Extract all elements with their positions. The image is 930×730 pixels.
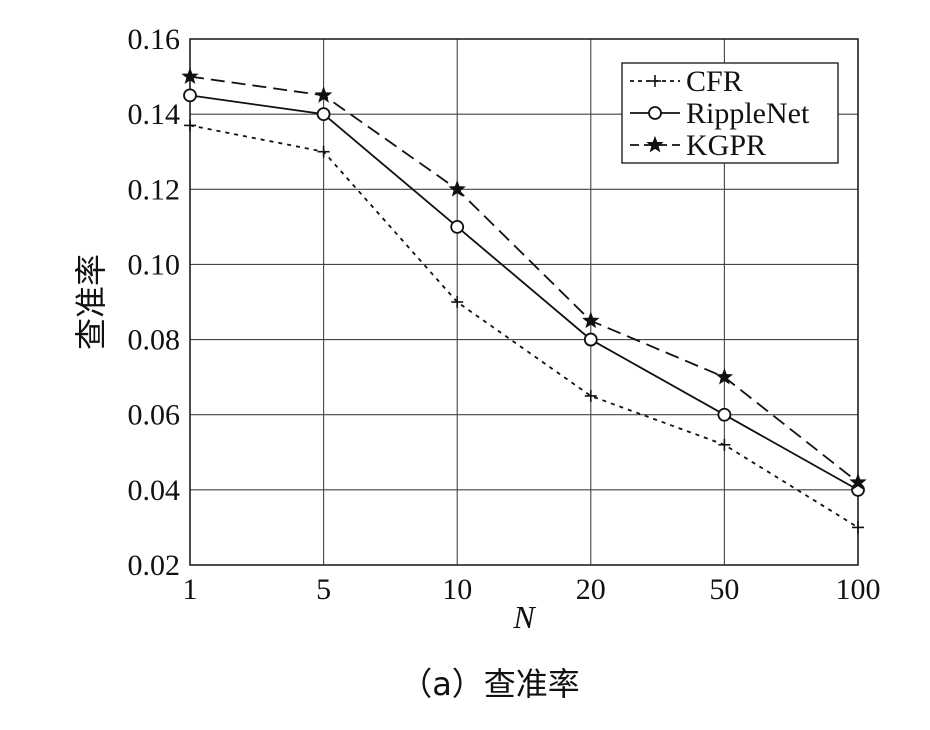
x-tick-label: 1 [183, 573, 198, 606]
series-line-kgpr [189, 75, 859, 484]
y-tick-label: 0.10 [128, 248, 181, 281]
series-cfr [184, 119, 864, 534]
plot-frame [189, 38, 859, 566]
data-point-star [448, 180, 466, 197]
data-point-plus [451, 296, 464, 308]
legend-item-ripplenet: RippleNet [630, 97, 810, 130]
y-tick-label: 0.06 [128, 399, 181, 432]
legend-label: KGPR [686, 129, 766, 162]
data-point-star [314, 86, 333, 103]
y-axis-ticks: 0.02 0.04 0.06 0.08 0.10 0.12 0.14 0.16 [128, 23, 181, 582]
data-point-star [849, 473, 867, 490]
series-ripplenet [183, 88, 865, 497]
y-axis-title: 查准率 [73, 254, 109, 350]
legend-item-cfr: CFR [630, 65, 743, 98]
series-line-ripplenet [189, 94, 859, 491]
data-point-circle [183, 88, 197, 103]
data-point-plus [852, 521, 864, 534]
y-tick-label: 0.02 [128, 549, 181, 582]
data-point-star [582, 311, 600, 329]
y-tick-label: 0.14 [128, 98, 181, 131]
legend-item-kgpr: KGPR [630, 129, 766, 162]
data-point-star [715, 367, 734, 385]
data-point-star [646, 135, 664, 153]
data-point-star [181, 67, 199, 84]
y-tick-label: 0.16 [128, 23, 181, 56]
data-point-plus [584, 389, 597, 402]
data-point-circle [648, 106, 662, 120]
y-tick-label: 0.08 [128, 324, 181, 357]
x-axis-title: N [512, 599, 536, 635]
legend-label: CFR [686, 65, 743, 98]
x-axis-ticks: 1 5 10 20 50 100 [183, 573, 881, 606]
data-point-circle [717, 407, 732, 422]
series-group [181, 67, 867, 534]
data-point-plus [718, 438, 731, 451]
data-point-circle [450, 219, 465, 234]
x-tick-label: 10 [442, 573, 472, 606]
x-tick-label: 50 [709, 573, 739, 606]
y-tick-label: 0.12 [128, 173, 181, 206]
x-tick-label: 5 [316, 573, 331, 606]
figure-caption: （a）查准率 [400, 665, 580, 703]
data-point-plus [649, 75, 661, 87]
data-point-circle [316, 107, 331, 122]
data-point-plus [184, 119, 196, 132]
series-kgpr [181, 67, 867, 490]
series-line-cfr [189, 124, 859, 529]
data-point-circle [583, 332, 598, 347]
y-tick-label: 0.04 [128, 474, 181, 507]
x-tick-label: 100 [836, 573, 881, 606]
data-point-plus [317, 145, 330, 158]
legend-label: RippleNet [686, 97, 810, 130]
x-tick-label: 20 [576, 573, 606, 606]
